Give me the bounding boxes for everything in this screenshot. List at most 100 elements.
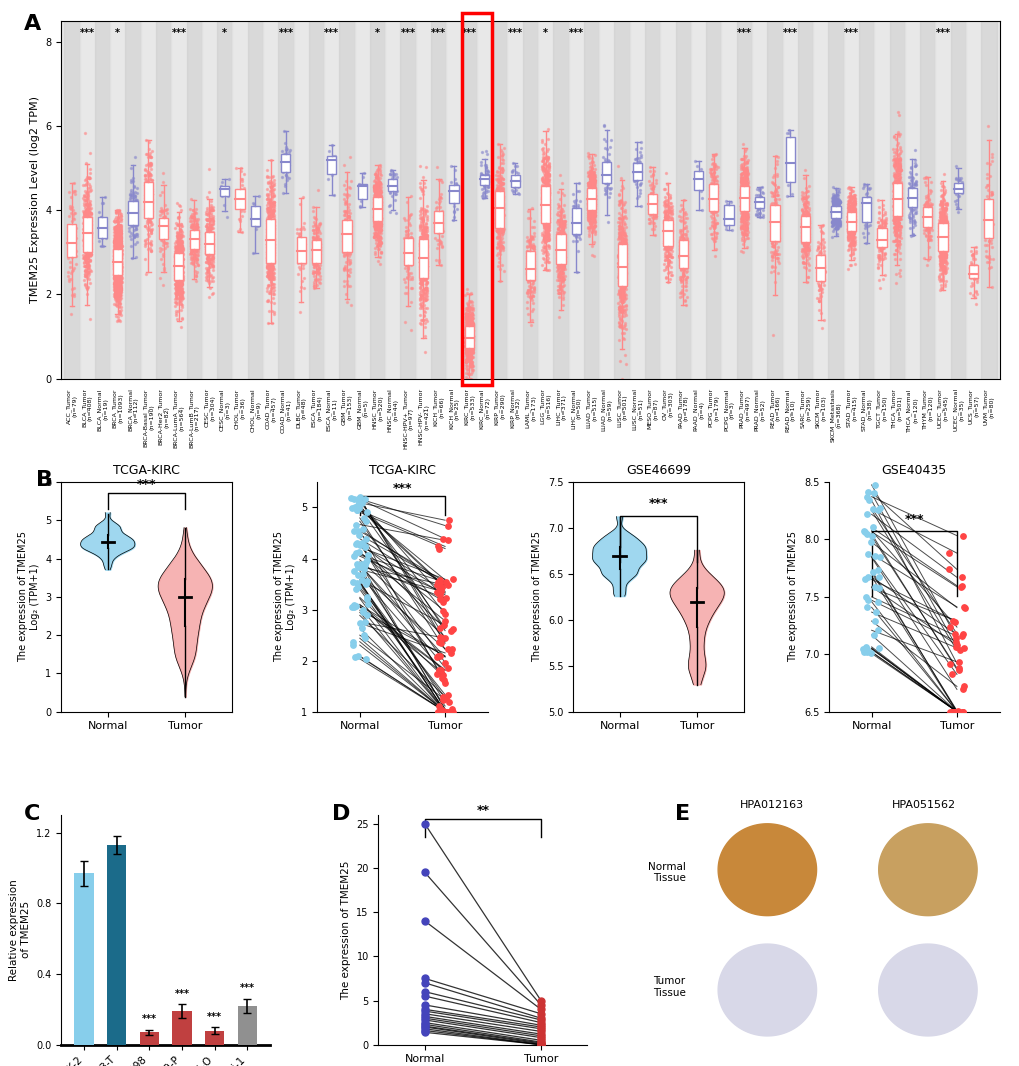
Point [579, 219, 595, 236]
Point [826, 199, 843, 216]
Point [173, 243, 190, 260]
Point [613, 228, 630, 245]
Point [891, 216, 907, 233]
Point [264, 207, 280, 224]
Point [348, 501, 365, 518]
Point [753, 178, 769, 195]
Point [369, 195, 385, 212]
Point [262, 195, 278, 212]
Point [308, 210, 324, 227]
Point [535, 194, 551, 211]
Point [887, 175, 903, 192]
Point [876, 249, 893, 266]
Point [155, 262, 171, 279]
Point [110, 260, 126, 277]
Point [107, 262, 123, 279]
Point [369, 200, 385, 217]
Point [798, 217, 814, 235]
Point [824, 195, 841, 212]
Point [582, 198, 598, 215]
Point [586, 200, 602, 217]
Point [262, 249, 278, 266]
Point [173, 271, 190, 288]
Point [373, 222, 389, 239]
Point [581, 203, 597, 220]
Point [126, 215, 143, 232]
Point [340, 247, 357, 264]
Point [373, 212, 389, 229]
Point [366, 178, 382, 195]
Point [583, 198, 599, 215]
Point [459, 345, 475, 362]
Point [168, 248, 184, 265]
Point [261, 223, 277, 240]
Point [415, 221, 431, 238]
Point [539, 191, 555, 208]
Point [172, 227, 189, 244]
Point [77, 239, 94, 256]
Point [490, 209, 506, 226]
Point [141, 193, 157, 210]
Point [846, 212, 862, 229]
Point [417, 279, 433, 296]
Point [932, 219, 949, 236]
Point [845, 223, 861, 240]
Point [428, 198, 444, 215]
Point [337, 221, 354, 238]
Point [202, 211, 218, 228]
Point [846, 195, 862, 212]
Point [672, 257, 688, 274]
Point [553, 265, 570, 282]
Point [845, 219, 861, 236]
Point [106, 220, 122, 237]
Point [123, 196, 140, 213]
Point [723, 222, 740, 239]
Point [887, 151, 903, 168]
Point [263, 261, 279, 278]
Point [414, 241, 430, 258]
Point [170, 248, 186, 265]
Point [844, 199, 860, 216]
Point [609, 230, 626, 247]
Point [618, 254, 634, 271]
Point [733, 193, 749, 210]
Point [539, 187, 555, 204]
Point [263, 182, 279, 199]
Point [828, 195, 845, 212]
Point [170, 274, 186, 291]
Point [172, 256, 189, 273]
Point [554, 203, 571, 220]
Point [891, 160, 907, 177]
Point [111, 226, 127, 243]
Point [738, 187, 754, 204]
Point [763, 212, 780, 229]
Point [448, 200, 465, 217]
Point [201, 227, 217, 244]
Point [431, 704, 447, 721]
Point [78, 247, 95, 264]
Point [370, 191, 386, 208]
Point [108, 270, 124, 287]
Point [585, 207, 601, 224]
Point [551, 247, 568, 264]
Point [396, 274, 413, 291]
Point [662, 214, 679, 231]
Point [614, 239, 631, 256]
Point [781, 150, 797, 167]
Point [261, 243, 277, 260]
Point [311, 259, 327, 276]
Point [932, 222, 949, 239]
Point [369, 182, 385, 199]
Point [581, 192, 597, 209]
Point [704, 167, 720, 184]
Point [828, 206, 845, 223]
Point [890, 210, 906, 227]
Point [81, 254, 97, 271]
Point [416, 235, 432, 252]
Point [892, 189, 908, 206]
Point [535, 188, 551, 205]
Point [797, 225, 813, 242]
Point [78, 184, 95, 201]
Point [81, 219, 97, 236]
Point [856, 522, 872, 539]
